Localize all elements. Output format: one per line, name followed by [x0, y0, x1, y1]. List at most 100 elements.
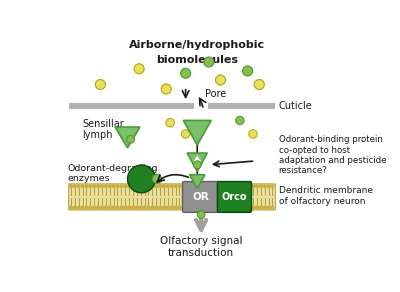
Text: Sensillar
lymph: Sensillar lymph — [82, 119, 124, 140]
FancyBboxPatch shape — [69, 184, 276, 210]
Circle shape — [260, 185, 262, 187]
Circle shape — [186, 206, 188, 209]
Circle shape — [116, 206, 119, 209]
Circle shape — [159, 185, 162, 187]
Circle shape — [124, 185, 126, 187]
Circle shape — [186, 185, 188, 187]
Circle shape — [93, 185, 96, 187]
Circle shape — [224, 206, 227, 209]
Circle shape — [139, 206, 142, 209]
Text: Odorant-binding protein
co-opted to host
adaptation and pesticide
resistance?: Odorant-binding protein co-opted to host… — [279, 135, 386, 175]
Circle shape — [205, 206, 208, 209]
Circle shape — [77, 206, 80, 209]
Circle shape — [108, 206, 111, 209]
Circle shape — [252, 206, 254, 209]
Circle shape — [248, 185, 250, 187]
FancyBboxPatch shape — [182, 182, 220, 212]
Circle shape — [249, 130, 257, 138]
Circle shape — [108, 185, 111, 187]
Circle shape — [120, 185, 123, 187]
Circle shape — [70, 185, 72, 187]
Circle shape — [254, 79, 264, 90]
Circle shape — [194, 206, 196, 209]
Circle shape — [244, 185, 247, 187]
Polygon shape — [115, 127, 140, 148]
Circle shape — [166, 206, 169, 209]
Circle shape — [120, 206, 123, 209]
Circle shape — [132, 206, 134, 209]
Circle shape — [112, 185, 115, 187]
Circle shape — [132, 185, 134, 187]
Circle shape — [124, 206, 126, 209]
Circle shape — [112, 206, 115, 209]
Circle shape — [93, 206, 96, 209]
Circle shape — [263, 185, 266, 187]
Circle shape — [228, 206, 231, 209]
Circle shape — [162, 185, 165, 187]
Circle shape — [161, 84, 171, 94]
Circle shape — [89, 185, 92, 187]
Circle shape — [151, 185, 154, 187]
Circle shape — [267, 185, 270, 187]
Circle shape — [190, 206, 192, 209]
Circle shape — [217, 206, 220, 209]
Text: Pore: Pore — [205, 88, 226, 98]
Polygon shape — [190, 175, 205, 189]
Circle shape — [155, 185, 158, 187]
Circle shape — [159, 206, 162, 209]
Circle shape — [97, 206, 100, 209]
Circle shape — [74, 206, 76, 209]
Circle shape — [89, 206, 92, 209]
Circle shape — [236, 116, 244, 125]
Circle shape — [201, 206, 204, 209]
Circle shape — [242, 66, 253, 76]
Circle shape — [236, 206, 239, 209]
Circle shape — [256, 206, 258, 209]
Text: Cuticle: Cuticle — [279, 101, 312, 111]
Circle shape — [85, 206, 88, 209]
Circle shape — [178, 185, 181, 187]
Circle shape — [263, 206, 266, 209]
Circle shape — [81, 185, 84, 187]
Polygon shape — [193, 156, 201, 162]
Circle shape — [201, 185, 204, 187]
Circle shape — [147, 206, 150, 209]
Circle shape — [213, 206, 216, 209]
Circle shape — [213, 185, 216, 187]
Circle shape — [182, 206, 185, 209]
Circle shape — [271, 185, 274, 187]
Circle shape — [170, 206, 173, 209]
Polygon shape — [183, 120, 211, 145]
Circle shape — [178, 206, 181, 209]
Circle shape — [70, 206, 72, 209]
Circle shape — [136, 185, 138, 187]
Circle shape — [151, 206, 154, 209]
Circle shape — [228, 185, 231, 187]
Circle shape — [139, 185, 142, 187]
Circle shape — [217, 185, 220, 187]
Text: Orco: Orco — [222, 192, 247, 202]
Circle shape — [127, 135, 134, 143]
Circle shape — [128, 206, 130, 209]
Circle shape — [134, 64, 144, 74]
Circle shape — [100, 185, 103, 187]
Circle shape — [221, 185, 224, 187]
Circle shape — [221, 206, 224, 209]
Text: Airborne/hydrophobic: Airborne/hydrophobic — [129, 39, 265, 50]
Circle shape — [81, 206, 84, 209]
Polygon shape — [187, 153, 207, 171]
Circle shape — [174, 206, 177, 209]
Circle shape — [244, 206, 247, 209]
Circle shape — [248, 206, 250, 209]
Circle shape — [166, 119, 174, 127]
Circle shape — [198, 185, 200, 187]
Circle shape — [252, 185, 254, 187]
Circle shape — [240, 206, 243, 209]
Circle shape — [232, 206, 235, 209]
Circle shape — [174, 185, 177, 187]
Circle shape — [104, 185, 107, 187]
Circle shape — [224, 185, 227, 187]
Circle shape — [166, 185, 169, 187]
Text: Olfactory signal
transduction: Olfactory signal transduction — [160, 236, 242, 258]
Circle shape — [204, 57, 214, 67]
